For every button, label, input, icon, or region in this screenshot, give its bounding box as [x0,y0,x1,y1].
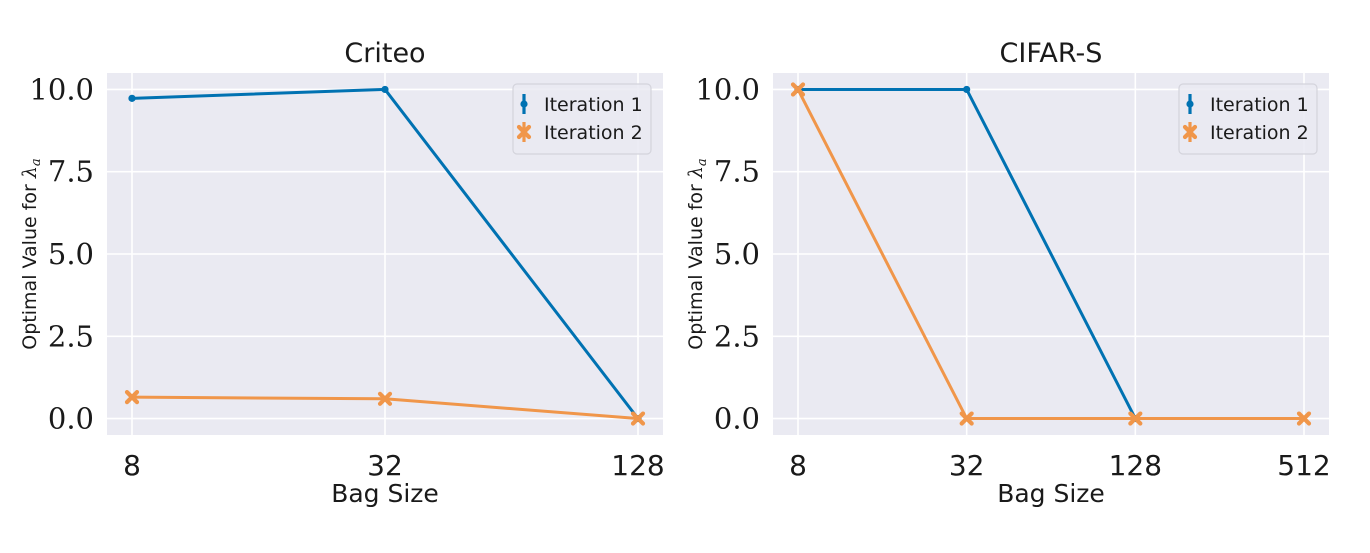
y-axis-label-subscript: a [695,158,710,166]
series-line [796,88,1304,421]
y-tick-label: 5.0 [714,237,760,271]
legend-entry: Iteration 1 [1186,94,1309,116]
data-point [630,411,646,426]
legend-label: Iteration 1 [544,94,643,116]
data-point [1296,411,1312,426]
data-point [790,82,806,97]
y-axis-label-subscript: a [29,158,44,166]
legend-marker [1186,100,1194,108]
x-tick-label: 8 [789,449,807,482]
y-tick-label: 2.5 [48,319,94,353]
legend-entry: Iteration 2 [516,122,643,144]
legend-label: Iteration 1 [1210,94,1309,116]
chart-panel-0: 0.0 2.5 5.0 7.5 10.0 8 32 128 Criteo Bag Size Opti… [19,38,665,508]
x-tick-label: 32 [949,449,985,482]
y-tick-label: 10.0 [695,72,760,106]
data-point [963,85,971,94]
legend-marker [520,100,528,108]
y-tick-label: 5.0 [48,237,94,271]
legend-label: Iteration 2 [544,122,643,144]
data-point [381,85,389,94]
x-tick-label: 8 [123,449,141,482]
data-point [959,411,974,426]
legend: Iteration 1 Iteration 2 [1178,83,1318,155]
y-axis-label: Optimal Value for λa [19,158,44,349]
x-tick-label: 128 [611,449,664,482]
chart-title: Criteo [344,38,425,69]
y-tick-label: 7.5 [48,155,94,189]
data-point [128,94,136,102]
legend-label: Iteration 2 [1210,122,1309,144]
data-point [124,390,140,405]
legend: Iteration 1 Iteration 2 [512,83,652,155]
y-axis-label-text: Optimal Value for [19,178,41,350]
chart-title: CIFAR-S [1000,38,1103,69]
legend-marker [516,124,532,140]
y-tick-label: 0.0 [714,402,760,436]
legend-box [1178,83,1318,155]
x-tick-label: 512 [1277,449,1330,482]
y-axis-label-symbol: λ [19,166,41,179]
y-axis-label-text: Optimal Value for [685,178,707,350]
y-tick-label: 0.0 [48,402,94,436]
legend-entry: Iteration 1 [520,94,643,116]
x-tick-label: 32 [367,449,403,482]
data-point [377,391,393,406]
legend-entry: Iteration 2 [1182,122,1309,144]
y-axis-label: Optimal Value for λa [685,158,710,349]
legend-box [512,83,652,155]
y-tick-label: 7.5 [714,155,760,189]
chart-panel-1: 0.0 2.5 5.0 7.5 10.0 8 32 128 512 CIFAR-S Bag Size… [685,38,1331,508]
x-tick-label: 128 [1109,449,1162,482]
x-axis-label: Bag Size [331,479,439,508]
legend-marker [1182,124,1198,140]
y-tick-label: 2.5 [714,319,760,353]
data-point [1128,411,1143,426]
y-tick-label: 10.0 [29,72,94,106]
series-2 [124,390,646,426]
y-axis-label-symbol: λ [685,166,707,179]
x-axis-label: Bag Size [997,479,1105,508]
series-2 [790,82,1312,426]
